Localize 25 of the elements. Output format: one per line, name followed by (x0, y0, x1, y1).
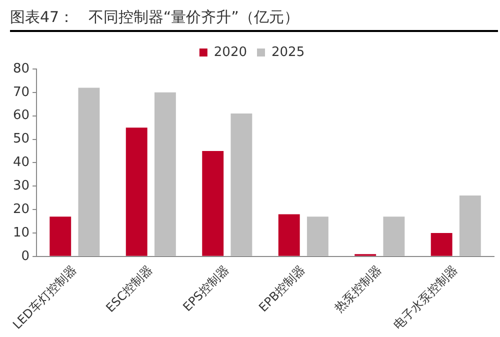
legend-label: 2020 (214, 44, 248, 60)
bar (306, 216, 328, 256)
bar (459, 196, 481, 256)
x-tick-label: 热泵控制器 (332, 262, 384, 316)
bar (78, 88, 100, 256)
y-tick-label: 30 (12, 178, 30, 194)
y-tick-label: 60 (12, 108, 30, 124)
bar (202, 150, 224, 256)
bar (430, 232, 452, 256)
y-tick-label: 50 (12, 132, 30, 147)
bar (278, 214, 300, 256)
bar (383, 216, 405, 256)
legend-label: 2025 (272, 44, 305, 60)
y-tick-label: 0 (21, 248, 30, 264)
y-tick-label: 20 (12, 202, 30, 217)
x-tick-label: 电子水泵控制器 (390, 262, 460, 332)
chart-title: 图表47： 不同控制器“量价齐升”（亿元） (10, 4, 498, 32)
y-tick-label: 40 (12, 155, 30, 170)
bar (126, 128, 148, 256)
y-tick-label: 80 (12, 61, 30, 76)
bar (230, 114, 252, 256)
bar (154, 92, 176, 256)
y-tick-label: 10 (12, 225, 30, 240)
bar (50, 216, 72, 256)
y-tick-label: 70 (12, 84, 30, 100)
